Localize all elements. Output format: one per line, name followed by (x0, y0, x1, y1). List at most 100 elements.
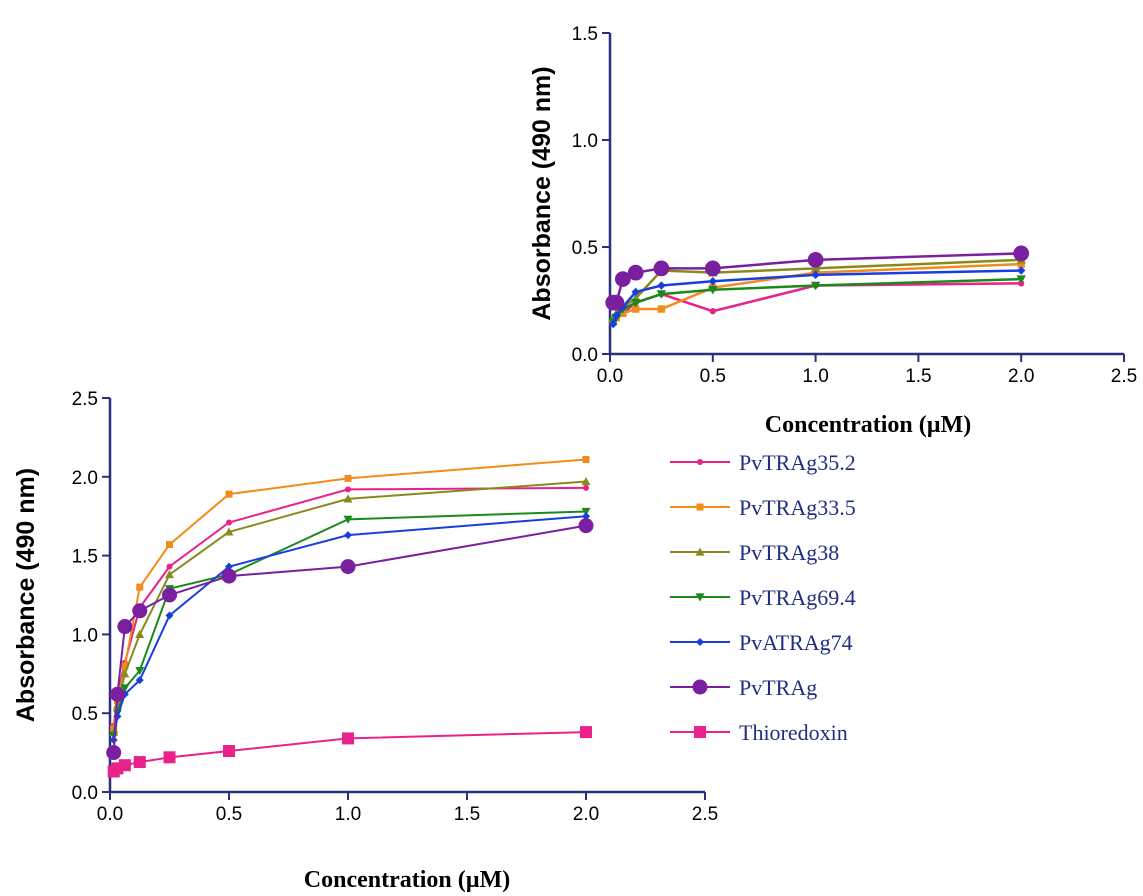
data-point (657, 305, 666, 313)
inset-chart: 0.0 0.5 1.0 1.5 2.0 2.5 0.0 0.5 1.0 1.5 Absorbance… (528, 24, 1137, 438)
y-tick-label: 2.5 (72, 389, 98, 410)
data-point (166, 563, 173, 570)
data-point (106, 745, 122, 761)
data-point (657, 281, 666, 290)
data-point (162, 587, 177, 603)
data-point (631, 287, 640, 297)
data-point (221, 568, 237, 584)
series-line (112, 510, 587, 736)
data-point (342, 732, 354, 745)
data-point (583, 484, 589, 491)
data-point (225, 562, 233, 571)
data-point (135, 629, 145, 638)
data-point (135, 667, 145, 676)
legend-marker (696, 638, 704, 646)
data-point (582, 455, 590, 463)
data-point (165, 570, 174, 579)
data-point (133, 756, 146, 769)
x-axis-title: Concentration (µM) (304, 867, 510, 893)
y-tick-label: 1.0 (572, 131, 598, 152)
data-point (1017, 260, 1025, 268)
x-tick-label: 1.5 (454, 804, 480, 825)
data-point (343, 515, 353, 524)
data-point (226, 519, 232, 526)
legend-marker (692, 679, 708, 695)
legend-marker (695, 547, 705, 556)
x-tick-label: 0.0 (597, 366, 623, 387)
legend: PvTRAg35.2 PvTRAg33.5 PvTRAg38 PvTRAg69.4 Pv… (670, 450, 856, 745)
x-tick-label: 1.5 (905, 366, 931, 387)
data-point (708, 277, 717, 286)
y-tick-label: 1.0 (72, 625, 98, 646)
data-point (580, 726, 592, 739)
series-line (112, 486, 587, 726)
y-tick-label: 2.0 (72, 468, 98, 489)
x-tick-label: 2.0 (573, 804, 599, 825)
y-tick-label: 0.0 (72, 783, 98, 804)
data-point (578, 518, 594, 534)
data-point (704, 260, 721, 277)
data-point (121, 662, 129, 670)
y-tick-label: 1.5 (572, 24, 598, 45)
data-point (627, 264, 644, 281)
legend-label: PvTRAg (739, 675, 817, 700)
data-point (582, 512, 590, 521)
data-point (632, 305, 640, 313)
y-axis-title: Absorbance (490 nm) (528, 66, 556, 320)
data-point (656, 290, 667, 299)
data-point (1013, 245, 1030, 262)
data-point (135, 676, 144, 685)
y-tick-label: 1.5 (72, 547, 98, 568)
x-tick-label: 0.5 (700, 366, 726, 387)
data-point (614, 271, 631, 287)
data-point (343, 494, 353, 503)
x-tick-label: 2.5 (1111, 366, 1137, 387)
legend-label: PvTRAg35.2 (739, 450, 856, 475)
data-point (807, 251, 824, 268)
legend-label: PvTRAg33.5 (739, 495, 856, 520)
data-point (118, 759, 131, 772)
y-axis-title: Absorbance (490 nm) (12, 468, 40, 722)
data-point (109, 686, 125, 702)
legend-marker (696, 503, 704, 511)
x-tick-label: 2.0 (1008, 366, 1034, 387)
data-point (120, 684, 130, 693)
data-point (811, 270, 820, 280)
data-point (609, 319, 618, 329)
data-point (136, 583, 144, 591)
x-tick-label: 2.5 (692, 804, 718, 825)
y-tick-label: 0.5 (72, 704, 98, 725)
legend-label: Thioredoxin (739, 720, 848, 745)
data-point (708, 286, 718, 295)
legend-label: PvATRAg74 (739, 630, 853, 655)
data-point (1017, 266, 1026, 275)
y-tick-label: 0.5 (572, 238, 598, 259)
data-point (581, 507, 591, 516)
series-line (112, 524, 587, 753)
data-point (630, 298, 641, 308)
data-point (709, 308, 716, 315)
data-point (608, 294, 625, 311)
data-point (612, 311, 621, 320)
data-point (225, 490, 233, 498)
data-point (345, 486, 351, 493)
data-point (163, 751, 176, 764)
legend-label: PvTRAg69.4 (739, 585, 856, 610)
data-point (1016, 275, 1026, 284)
data-point (120, 669, 130, 678)
legend-label: PvTRAg38 (739, 540, 839, 565)
data-point (344, 531, 352, 540)
data-point (224, 527, 234, 536)
y-tick-label: 0.0 (572, 345, 598, 366)
x-tick-label: 1.0 (335, 804, 361, 825)
data-point (132, 603, 148, 619)
data-point (165, 611, 174, 620)
x-tick-label: 1.0 (802, 366, 828, 387)
data-point (117, 619, 133, 635)
main-chart: 0.0 0.5 1.0 1.5 2.0 2.5 0.0 0.5 1.0 1.5 2.0 2.5 Abso… (12, 389, 718, 893)
data-point (344, 474, 352, 482)
legend-marker (697, 459, 703, 465)
data-point (223, 745, 235, 758)
x-axis-title: Concentration (µM) (765, 412, 971, 438)
